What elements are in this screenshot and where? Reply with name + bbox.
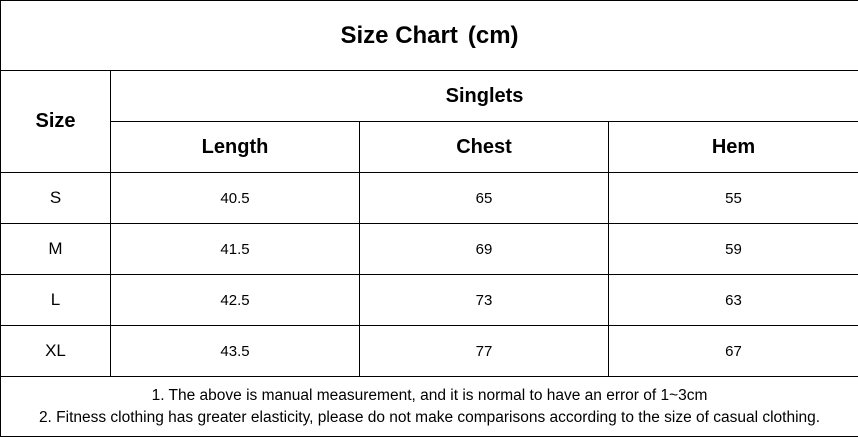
chest-column-header: Chest	[359, 121, 609, 173]
hem-column-header: Hem	[607, 121, 858, 173]
size-cell: L	[0, 274, 111, 326]
length-cell: 40.5	[110, 172, 360, 224]
hem-cell: 59	[607, 223, 858, 275]
notes-cell: 1. The above is manual measurement, and …	[0, 376, 858, 437]
length-cell: 42.5	[110, 274, 360, 326]
table-row: S 40.5 65 55	[0, 172, 858, 224]
singlets-group-header: Singlets	[109, 70, 858, 122]
hem-cell: 67	[607, 325, 858, 377]
length-cell: 41.5	[110, 223, 360, 275]
chart-title-unit: (cm)	[467, 21, 519, 49]
size-cell: XL	[0, 325, 111, 377]
chest-cell: 65	[359, 172, 609, 224]
note-line: 2. Fitness clothing has greater elastici…	[38, 408, 821, 426]
chest-cell: 77	[359, 325, 609, 377]
chart-title-text: Size Chart	[340, 21, 458, 49]
table-row: L 42.5 73 63	[0, 274, 858, 326]
chest-cell: 69	[359, 223, 609, 275]
size-column-header: Size	[0, 70, 111, 173]
note-line: 1. The above is manual measurement, and …	[151, 386, 708, 404]
chest-cell: 73	[359, 274, 609, 326]
table-row: XL 43.5 77 67	[0, 325, 858, 377]
hem-cell: 55	[607, 172, 858, 224]
length-column-header: Length	[110, 121, 360, 173]
chart-title: Size Chart (cm)	[0, 0, 858, 71]
size-cell: M	[0, 223, 111, 275]
size-cell: S	[0, 172, 111, 224]
length-cell: 43.5	[110, 325, 360, 377]
hem-cell: 63	[607, 274, 858, 326]
table-row: M 41.5 69 59	[0, 223, 858, 275]
